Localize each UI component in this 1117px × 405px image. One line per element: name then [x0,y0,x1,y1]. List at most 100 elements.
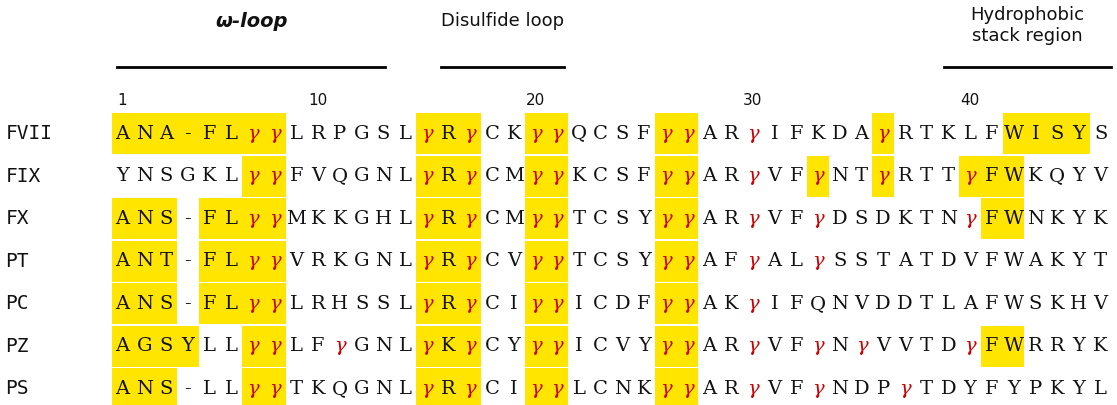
Text: N: N [1027,210,1044,228]
Text: γ: γ [269,252,280,270]
Text: T: T [920,380,933,398]
Text: A: A [115,337,130,355]
Bar [416,113,481,154]
Text: A: A [703,337,716,355]
Bar [416,326,481,367]
Bar [981,326,1024,367]
Text: F: F [203,252,217,270]
Text: -: - [184,210,191,228]
Bar [655,198,698,239]
Text: γ: γ [529,295,542,313]
Text: PZ: PZ [6,337,29,356]
Text: A: A [703,125,716,143]
Text: A: A [703,252,716,270]
Text: S: S [160,167,173,185]
Text: C: C [593,337,608,355]
Text: 30: 30 [743,93,763,108]
Text: L: L [399,380,411,398]
Text: γ: γ [247,380,259,398]
Text: γ: γ [465,380,476,398]
Text: L: L [399,337,411,355]
Text: M: M [504,210,524,228]
Text: R: R [724,337,738,355]
Text: γ: γ [747,295,758,313]
Bar [199,241,286,281]
Text: PT: PT [6,252,29,271]
Text: N: N [375,252,392,270]
Text: Y: Y [1072,337,1086,355]
Text: N: N [831,295,848,313]
Text: T: T [855,167,868,185]
Text: G: G [354,125,370,143]
Text: C: C [593,380,608,398]
Text: Y: Y [181,337,194,355]
Text: Y: Y [1072,210,1086,228]
Text: γ: γ [747,252,758,270]
Text: L: L [203,337,216,355]
Text: ω-loop: ω-loop [216,12,287,31]
Text: N: N [136,210,153,228]
Bar [112,113,286,154]
Text: S: S [615,167,629,185]
Text: R: R [441,210,456,228]
Text: T: T [920,337,933,355]
Text: V: V [289,252,304,270]
Text: P: P [333,125,346,143]
Text: V: V [898,337,911,355]
Text: L: L [225,252,238,270]
Text: F: F [790,295,803,313]
Text: F: F [203,295,217,313]
Text: L: L [399,125,411,143]
Text: F: F [724,252,738,270]
Text: D: D [832,125,848,143]
Text: γ: γ [247,167,259,185]
Text: N: N [136,167,153,185]
Text: S: S [376,125,390,143]
Text: R: R [1050,337,1065,355]
Text: γ: γ [812,337,824,355]
Text: S: S [615,125,629,143]
Text: N: N [831,167,848,185]
Text: K: K [333,210,347,228]
Text: W: W [1003,295,1023,313]
Text: γ: γ [465,337,476,355]
Text: A: A [963,295,977,313]
Text: W: W [1003,167,1023,185]
Text: γ: γ [899,380,910,398]
Text: γ: γ [681,210,694,228]
Text: K: K [202,167,217,185]
Bar [242,369,286,405]
Text: R: R [441,295,456,313]
Text: γ: γ [747,167,758,185]
Text: F: F [985,167,999,185]
Text: H: H [332,295,349,313]
Text: A: A [115,295,130,313]
Text: W: W [1003,210,1023,228]
Text: K: K [1050,295,1065,313]
Text: F: F [312,337,325,355]
Text: S: S [855,210,868,228]
Text: V: V [615,337,630,355]
Text: Hydrophobic
stack region: Hydrophobic stack region [971,6,1085,45]
Text: γ: γ [465,125,476,143]
Text: K: K [311,210,325,228]
Text: γ: γ [334,337,345,355]
Text: Y: Y [1072,125,1086,143]
Text: A: A [1029,252,1042,270]
Text: γ: γ [421,337,432,355]
Text: γ: γ [878,125,889,143]
Text: γ: γ [964,210,976,228]
Text: S: S [160,380,173,398]
Text: F: F [790,167,803,185]
Text: T: T [1094,252,1107,270]
Text: N: N [136,380,153,398]
Text: V: V [855,295,869,313]
Bar [112,198,176,239]
Text: K: K [572,167,586,185]
Text: L: L [225,167,238,185]
Text: C: C [485,380,499,398]
Text: I: I [575,337,583,355]
Text: γ: γ [465,167,476,185]
Text: K: K [942,125,956,143]
Text: L: L [203,380,216,398]
